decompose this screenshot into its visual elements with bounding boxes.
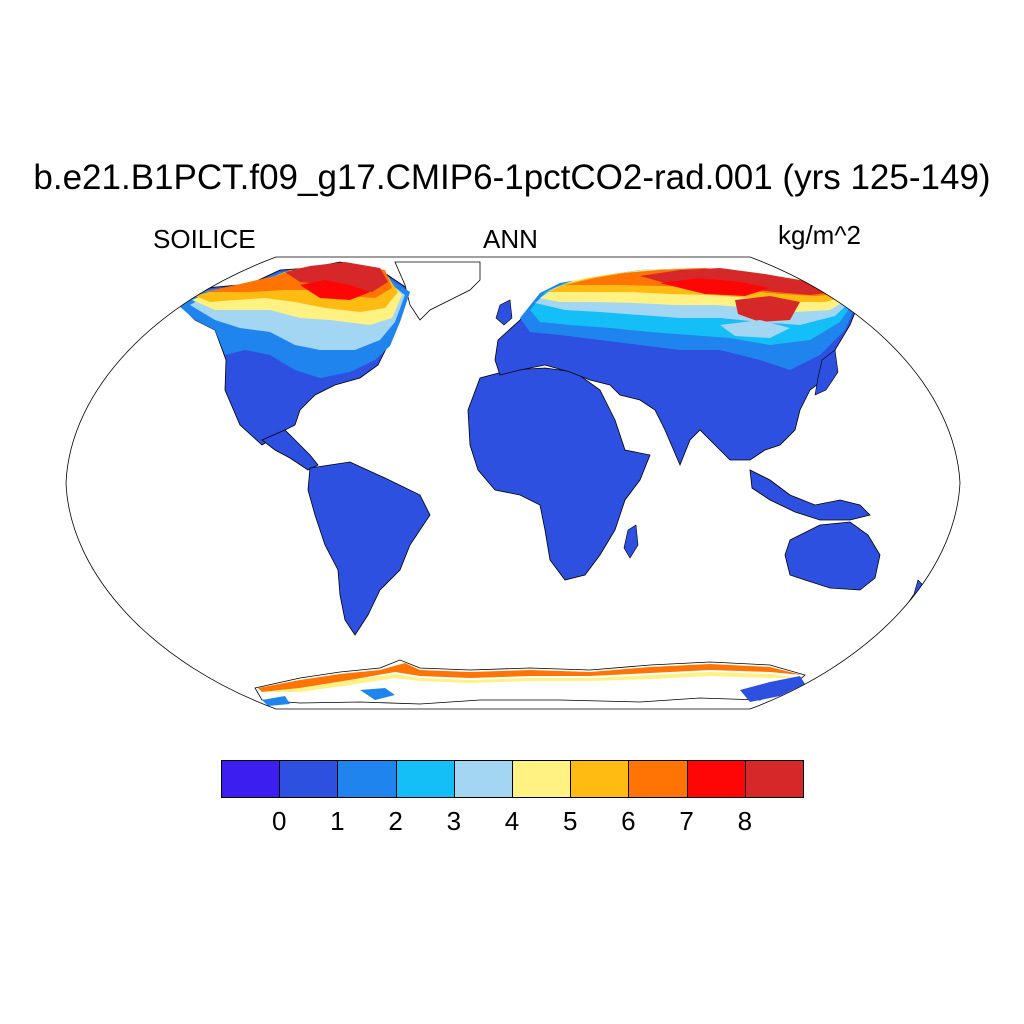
colorbar-label: 7: [679, 806, 694, 836]
colorbar-swatch: [744, 760, 804, 798]
colorbar-swatch: [628, 760, 688, 798]
new-zealand: [905, 579, 927, 613]
maritime-continent: [749, 469, 871, 521]
colorbar-label: 2: [388, 806, 403, 836]
colorbar-swatch: [686, 760, 746, 798]
colorbar-swatch: [570, 760, 630, 798]
british-isles: [495, 299, 513, 326]
colorbar-swatch: [395, 760, 455, 798]
colorbar-label: 3: [446, 806, 462, 836]
land-masses: [177, 261, 927, 706]
colorbar-label: 4: [504, 806, 520, 836]
colorbar-swatch: [337, 760, 397, 798]
japan: [814, 349, 839, 396]
colorbar-label: 5: [562, 806, 578, 836]
map-border: [65, 256, 961, 710]
colorbar-label: 0: [271, 806, 287, 836]
australia: [784, 521, 881, 591]
south-america: [307, 461, 431, 636]
season-label: ANN: [483, 224, 538, 254]
variable-label: SOILICE: [153, 224, 256, 254]
colorbar-swatch: [279, 760, 339, 798]
central-america: [261, 429, 319, 471]
colorbar-swatch: [221, 760, 281, 798]
africa: [467, 367, 651, 581]
plot-title: b.e21.B1PCT.f09_g17.CMIP6-1pctCO2-rad.00…: [33, 158, 991, 197]
units-label: kg/m^2: [778, 220, 862, 250]
colorbar-label: 6: [621, 806, 636, 836]
colorbar-label: 1: [330, 806, 345, 836]
madagascar: [623, 524, 639, 559]
colorbar-label: 8: [737, 806, 753, 836]
colorbar-swatch: [512, 760, 572, 798]
colorbar-swatch: [453, 760, 513, 798]
